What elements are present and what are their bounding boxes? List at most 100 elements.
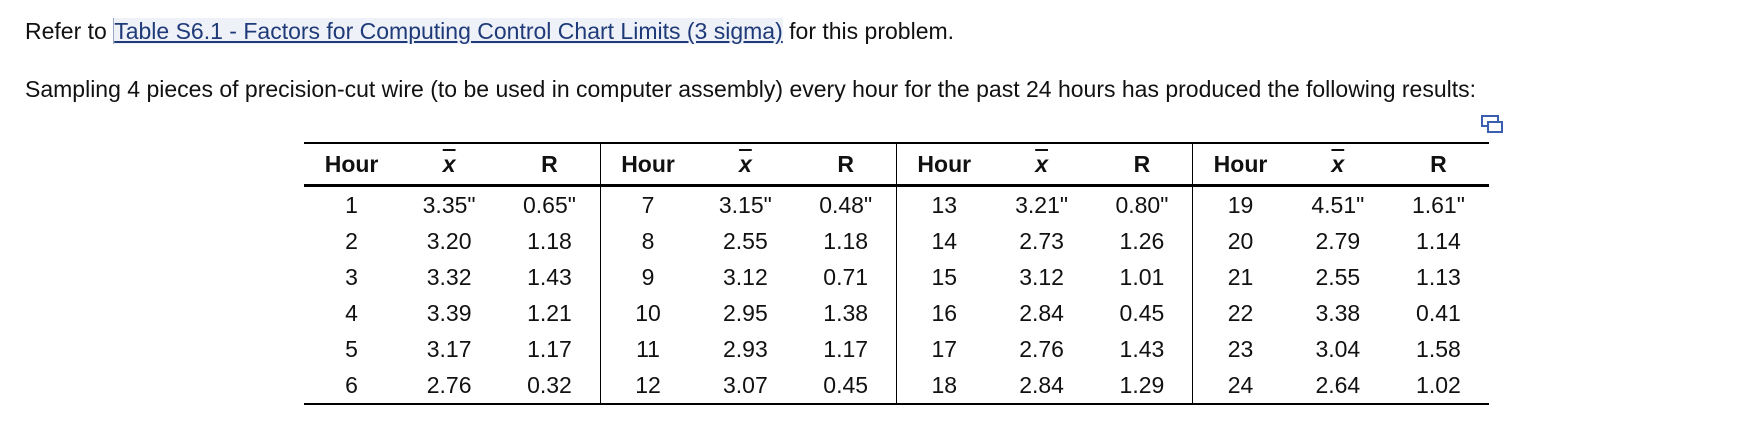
table-cell: 1.17 <box>823 335 869 362</box>
header-text: Hour <box>324 150 379 177</box>
table-cell: 0.45 <box>1119 299 1165 326</box>
header-text: R <box>1430 150 1447 177</box>
table-cell: 11 <box>599 331 696 367</box>
header-text: Hour <box>917 150 972 177</box>
table-cell: 15 <box>895 259 992 295</box>
header-text: R <box>1133 150 1151 177</box>
table-row: 6 2.76 0.32 12 3.07 0.45 18 2.84 1.29 24 2.64 1.02 <box>304 367 1489 405</box>
table-cell: 1.43 <box>1119 335 1165 362</box>
table-cell: 21 <box>1192 259 1288 295</box>
table-cell: 0.71 <box>823 263 869 290</box>
table-body: 1 3.35" 0.65" 7 3.15" 0.48" 13 3.21" 0.80" 19 4.51… <box>304 185 1489 405</box>
table-cell: 3.15" <box>718 191 772 218</box>
expand-icon[interactable] <box>1480 114 1504 134</box>
table-cell: 2.64 <box>1287 367 1388 405</box>
table-cell: 2.76 <box>399 367 500 405</box>
table-cell: 1.17 <box>527 335 572 362</box>
table-cell: 5 <box>345 335 358 362</box>
column-header: Hour <box>599 142 696 187</box>
table-cell: 2.55 <box>1315 263 1361 290</box>
table-cell: 19 <box>1192 185 1288 223</box>
table-cell: 3.17 <box>426 335 472 362</box>
table-cell: 1.13 <box>1416 263 1461 290</box>
table-link[interactable]: Table S6.1 - Factors for Computing Contr… <box>113 18 783 44</box>
column-header: R <box>499 142 601 187</box>
table-cell: 1.14 <box>1416 227 1461 254</box>
column-header: R <box>1387 142 1489 187</box>
table-cell: 3.12 <box>722 263 768 290</box>
table-cell: 3.38 <box>1315 299 1361 326</box>
table-cell: 18 <box>895 367 992 405</box>
table-cell: 3.20 <box>426 227 472 254</box>
table-row: 1 3.35" 0.65" 7 3.15" 0.48" 13 3.21" 0.80" 19 4.51… <box>304 185 1489 223</box>
table-cell: 2.76 <box>1019 335 1064 362</box>
column-header: Hour <box>895 142 992 187</box>
table-cell: 10 <box>599 295 696 331</box>
table-cell: 0.65" <box>522 191 576 218</box>
column-header: R <box>795 142 897 187</box>
table-cell: 1.21 <box>527 299 572 326</box>
header-text: Hour <box>1213 150 1268 177</box>
header-text: R <box>837 150 854 177</box>
column-header: Hour <box>1192 142 1288 187</box>
table-cell: 13 <box>895 185 992 223</box>
intro-text: for this problem. <box>782 18 955 44</box>
table-cell: 4.51" <box>1311 191 1365 218</box>
table-cell: 2 <box>345 227 358 254</box>
column-header: Hour <box>304 142 400 187</box>
table-row: 2 3.20 1.18 8 2.55 1.18 14 2.73 1.26 20 2.79 1.14 <box>304 223 1489 259</box>
table-cell: 0.45 <box>795 367 897 405</box>
header-text: x <box>738 150 752 177</box>
table-cell: 4 <box>345 299 358 326</box>
table-cell: 3.32 <box>426 263 472 290</box>
table-cell: 1.02 <box>1387 367 1489 405</box>
table-cell: 6 <box>304 367 400 405</box>
table-cell: 0.80" <box>1115 191 1169 218</box>
column-header: x <box>399 142 500 187</box>
header-text: R <box>541 150 558 177</box>
table-cell: 0.32 <box>499 367 601 405</box>
table-cell: 22 <box>1192 295 1288 331</box>
table-cell: 1 <box>345 191 358 218</box>
table-cell: 3.07 <box>695 367 796 405</box>
table-cell: 1.58 <box>1416 335 1461 362</box>
table-cell: 12 <box>599 367 696 405</box>
table-cell: 3.12 <box>1019 263 1064 290</box>
table-cell: 1.18 <box>527 227 572 254</box>
table-cell: 17 <box>895 331 992 367</box>
table-cell: 8 <box>599 223 696 259</box>
table-cell: 7 <box>599 185 696 223</box>
column-header: x <box>1287 142 1388 187</box>
table-cell: 23 <box>1192 331 1288 367</box>
table-cell: 3.39 <box>426 299 472 326</box>
table-row: 5 3.17 1.17 11 2.93 1.17 17 2.76 1.43 23 3.04 1.58 <box>304 331 1489 367</box>
table-cell: 2.79 <box>1315 227 1361 254</box>
header-text: Hour <box>621 150 675 177</box>
table-cell: 9 <box>599 259 696 295</box>
table-cell: 1.01 <box>1119 263 1165 290</box>
problem-text: Sampling 4 pieces of precision-cut wire … <box>25 76 1477 102</box>
table-cell: 2.84 <box>991 367 1092 405</box>
table-cell: 24 <box>1192 367 1288 405</box>
column-header: R <box>1091 142 1193 187</box>
table-cell: 3 <box>345 263 358 290</box>
table-cell: 1.18 <box>823 227 869 254</box>
column-header: x <box>991 142 1092 187</box>
table-cell: 2.93 <box>722 335 768 362</box>
table-cell: 2.55 <box>722 227 768 254</box>
table-cell: 1.43 <box>527 263 572 290</box>
data-table: Hour x R Hour x R Hour x R Hour x R 1 3.35" 0.65" 7 3.1… <box>304 142 1489 405</box>
table-cell: 3.35" <box>422 191 476 218</box>
table-cell: 1.38 <box>823 299 869 326</box>
table-cell: 16 <box>895 295 992 331</box>
table-row: 3 3.32 1.43 9 3.12 0.71 15 3.12 1.01 21 2.55 1.13 <box>304 259 1489 295</box>
table-cell: 2.95 <box>722 299 768 326</box>
table-cell: 2.84 <box>1019 299 1064 326</box>
table-cell: 1.61" <box>1411 191 1465 218</box>
header-text: x <box>1331 150 1345 177</box>
table-cell: 0.48" <box>819 191 873 218</box>
table-cell: 1.29 <box>1091 367 1193 405</box>
intro-text: Refer to <box>25 18 114 44</box>
table-cell: 3.04 <box>1315 335 1361 362</box>
